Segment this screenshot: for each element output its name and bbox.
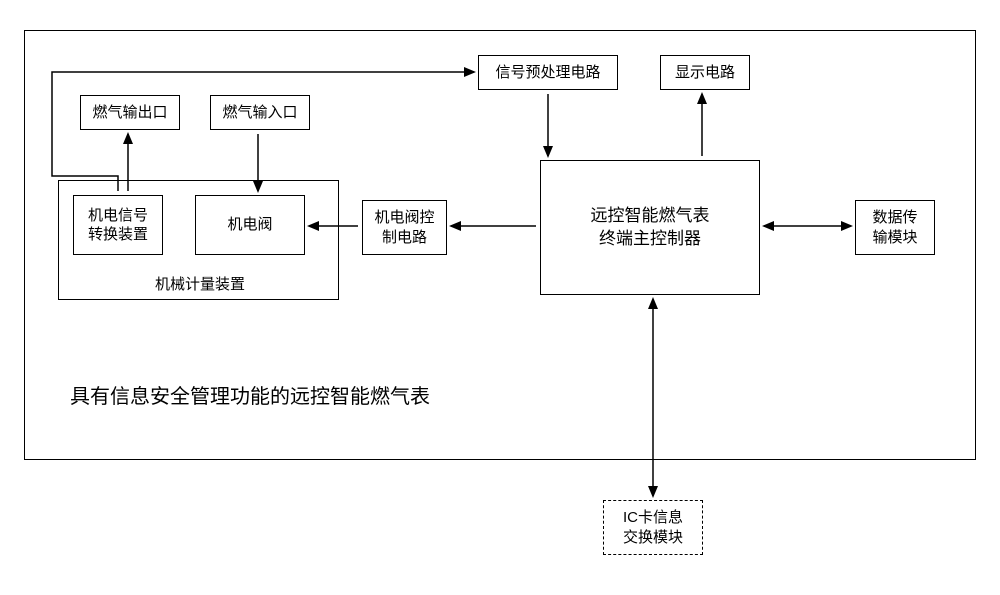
display-circuit-label: 显示电路 <box>675 63 735 83</box>
valve-box: 机电阀 <box>195 195 305 255</box>
valve-control-box: 机电阀控 制电路 <box>362 200 447 255</box>
main-controller-label: 远控智能燃气表 终端主控制器 <box>591 205 710 249</box>
gas-output-box: 燃气输出口 <box>80 95 180 130</box>
data-transfer-box: 数据传 输模块 <box>855 200 935 255</box>
gas-output-label: 燃气输出口 <box>92 103 167 123</box>
mechanical-meter-label: 机械计量装置 <box>155 273 245 294</box>
gas-input-box: 燃气输入口 <box>210 95 310 130</box>
display-circuit-box: 显示电路 <box>660 55 750 90</box>
valve-label: 机电阀 <box>227 215 272 235</box>
signal-preprocess-label: 信号预处理电路 <box>495 63 600 83</box>
gas-input-label: 燃气输入口 <box>222 103 297 123</box>
signal-convert-label: 机电信号 转换装置 <box>88 206 148 245</box>
ic-card-box: IC卡信息 交换模块 <box>603 500 703 555</box>
signal-convert-box: 机电信号 转换装置 <box>73 195 163 255</box>
ic-card-label: IC卡信息 交换模块 <box>623 508 683 547</box>
main-controller-box: 远控智能燃气表 终端主控制器 <box>540 160 760 295</box>
diagram-title: 具有信息安全管理功能的远控智能燃气表 <box>70 380 430 409</box>
data-transfer-label: 数据传 输模块 <box>872 208 917 247</box>
signal-preprocess-box: 信号预处理电路 <box>478 55 618 90</box>
valve-control-label: 机电阀控 制电路 <box>374 208 434 247</box>
diagram-canvas: 燃气输出口 燃气输入口 信号预处理电路 显示电路 机械计量装置 机电信号 转换装… <box>0 0 1000 595</box>
